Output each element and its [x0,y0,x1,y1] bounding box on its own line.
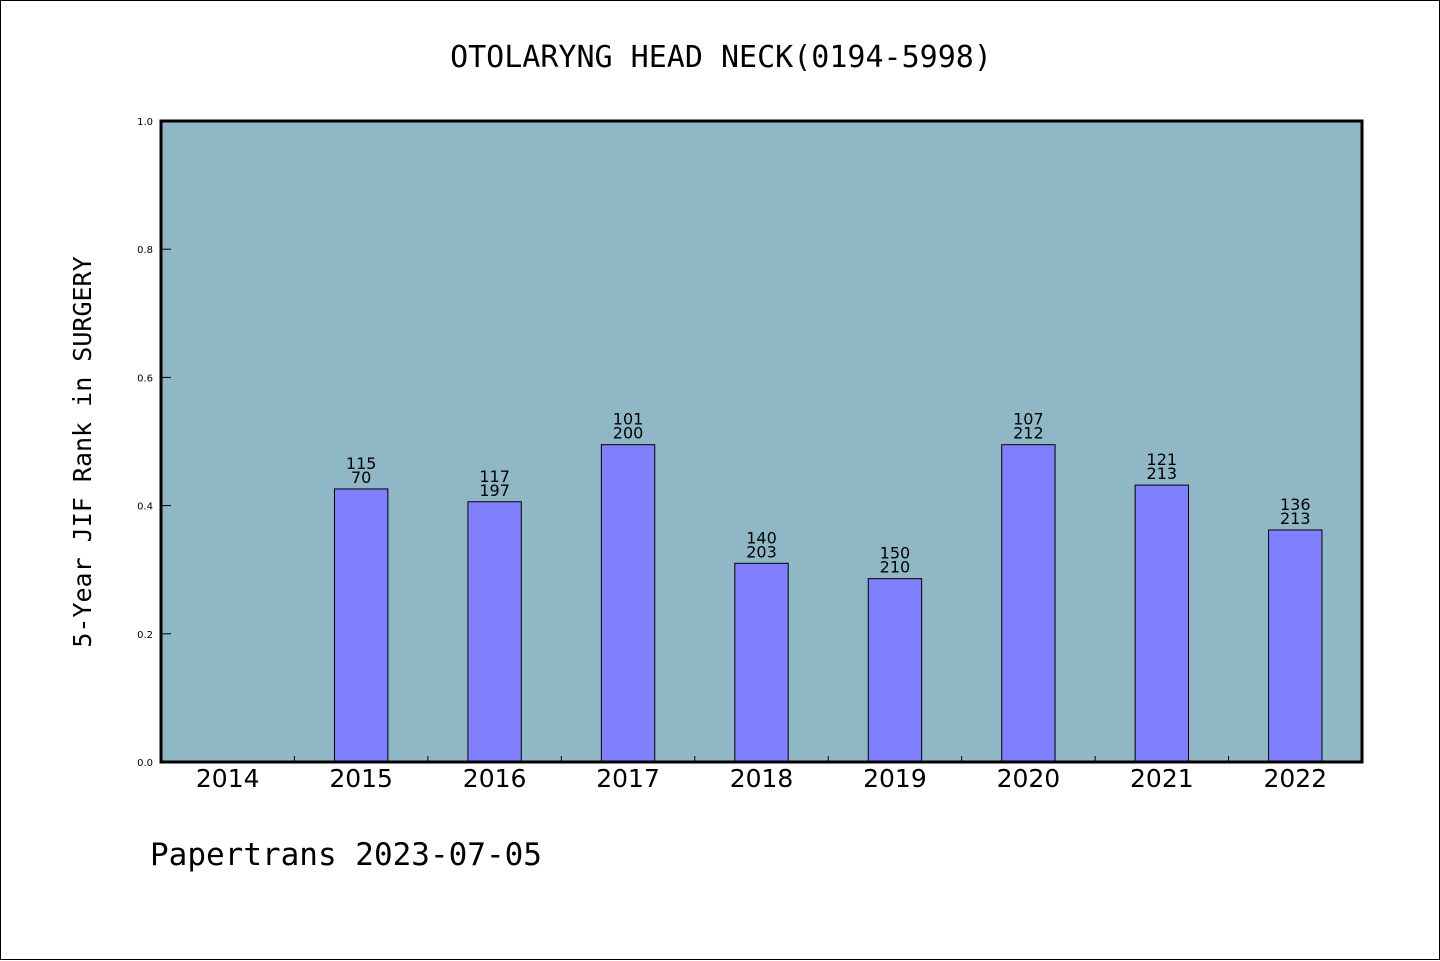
bar [467,501,522,763]
bar-label-top: 107 [1013,410,1044,429]
bar-series [333,444,1323,763]
bar-label-top: 117 [479,467,510,486]
bar [1001,444,1056,763]
bar-label-top: 140 [746,528,777,547]
y-axis-label: 5-Year JIF Rank in SURGERY [68,256,97,647]
plot-border [159,119,1364,764]
y-tick-label: 1.0 [137,117,153,128]
bar-label-top: 121 [1147,450,1178,469]
bar [1268,529,1323,763]
bar-label-bottom: 210 [880,558,911,577]
y-tick-label: 0.0 [137,758,153,769]
x-tick-label: 2016 [463,764,527,793]
bar [333,488,389,763]
x-tick-label: 2019 [863,764,927,793]
y-tick-label: 0.4 [137,502,153,513]
bar [600,444,656,763]
x-tick-label: 2020 [997,764,1061,793]
bar [867,578,923,763]
bar [1134,484,1190,763]
bar [734,562,789,763]
bar-label-top: 150 [880,544,911,563]
y-tick-label: 0.2 [137,630,153,641]
x-tick-label: 2018 [730,764,794,793]
x-tick-label: 2022 [1263,764,1327,793]
y-tick-label: 0.8 [137,245,153,256]
x-axis: 2014 2015 2016 2017 2018 2019 2020 2021 2022 [196,756,1327,793]
bar-label-bottom: 203 [746,542,777,561]
bar-label-bottom: 213 [1280,509,1311,528]
bar-label-bottom: 200 [613,424,644,443]
bar-label-top: 101 [613,410,644,429]
x-tick-label: 2015 [329,764,393,793]
x-tick-label: 2021 [1130,764,1194,793]
bar-label-bottom: 213 [1147,464,1178,483]
y-tick-label: 0.6 [137,373,153,384]
x-tick-label: 2014 [196,764,260,793]
bar-label-top: 136 [1280,495,1311,514]
bar-label-bottom: 212 [1013,424,1044,443]
footer-credit: Papertrans 2023-07-05 [150,837,542,873]
bar-label-bottom: 70 [351,468,371,487]
bar-label-bottom: 197 [479,481,510,500]
chart-title: OTOLARYNG HEAD NECK(0194-5998) [450,40,992,75]
bar-label-top: 115 [346,454,377,473]
x-tick-label: 2017 [596,764,660,793]
